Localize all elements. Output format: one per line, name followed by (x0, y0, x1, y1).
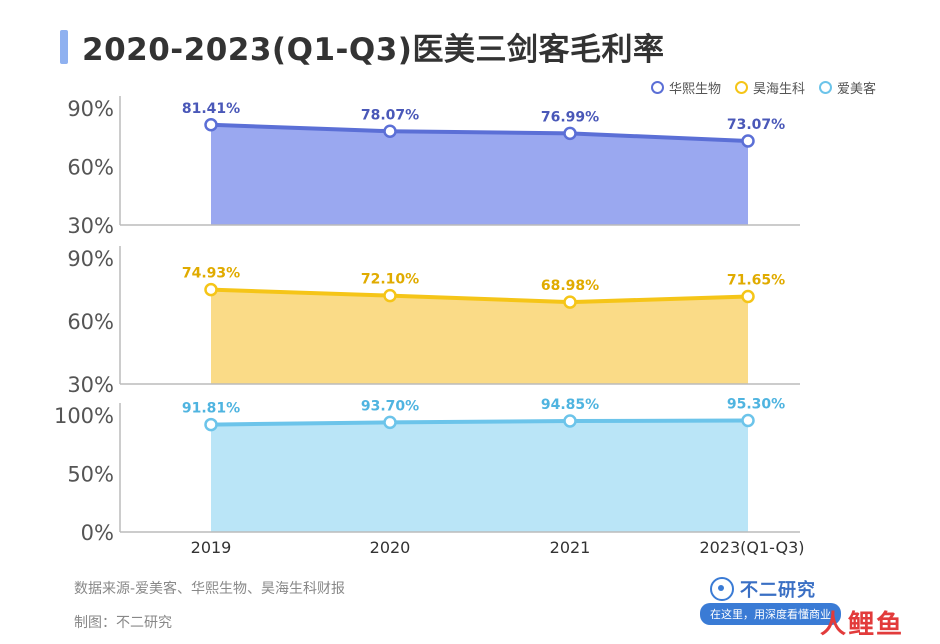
data-label-huaxi-3: 73.07% (727, 117, 785, 133)
x-tick-label-0: 2019 (191, 538, 232, 557)
brand: 不二研究 (710, 576, 816, 602)
y-tick-label-huaxi-2: 90% (67, 97, 114, 121)
data-label-huaxi-0: 81.41% (182, 101, 240, 117)
legend-label-aimeike: 爱美客 (836, 82, 876, 97)
series-line-aimeike (210, 418, 749, 427)
legend-label-huaxi: 华熙生物 (668, 82, 721, 97)
y-tick-label-haohai-0: 30% (67, 373, 114, 397)
x-tick-label-3: 2023(Q1-Q3) (699, 538, 804, 557)
x-tick-label-1: 2020 (370, 538, 411, 557)
data-label-haohai-1: 72.10% (361, 272, 419, 288)
data-point-huaxi-2 (563, 126, 577, 141)
series-line-haohai (210, 287, 749, 305)
data-point-haohai-0 (204, 282, 218, 297)
data-point-huaxi-1 (383, 124, 397, 139)
series-line-huaxi (210, 122, 749, 144)
data-label-haohai-3: 71.65% (727, 273, 785, 289)
y-tick-label-aimeike-0: 0% (81, 521, 114, 545)
data-point-haohai-3 (741, 289, 755, 304)
data-label-huaxi-2: 76.99% (541, 109, 599, 125)
brand-logo-icon (710, 577, 734, 601)
y-tick-label-huaxi-1: 60% (67, 156, 114, 180)
data-source-note: 数据来源-爱美客、华熙生物、昊海生科财报 (74, 581, 346, 597)
data-point-haohai-2 (563, 295, 577, 309)
data-point-haohai-1 (383, 288, 397, 303)
legend-item-huaxi: 华熙生物 (650, 78, 721, 97)
y-tick-label-aimeike-1: 50% (67, 463, 114, 487)
y-tick-label-haohai-1: 60% (67, 310, 114, 334)
area-fill-huaxi (211, 124, 748, 225)
chart-title: 2020-2023(Q1-Q3)医美三剑客毛利率 (82, 32, 665, 68)
data-label-aimeike-3: 95.30% (727, 396, 785, 412)
legend-marker-aimeike (818, 81, 832, 94)
brand-name: 不二研究 (740, 580, 816, 601)
data-label-aimeike-1: 93.70% (361, 398, 419, 414)
data-point-aimeike-2 (563, 414, 577, 428)
legend-item-haohai: 昊海生科 (734, 78, 805, 97)
data-point-aimeike-3 (741, 413, 755, 428)
data-point-aimeike-0 (204, 417, 218, 432)
legend-marker-haohai (734, 81, 748, 94)
corner-watermark-logo: 人鲤鱼 (820, 610, 905, 640)
legend-label-haohai: 昊海生科 (752, 82, 805, 97)
data-label-aimeike-2: 94.85% (541, 397, 599, 413)
data-label-haohai-0: 74.93% (182, 266, 240, 282)
data-point-huaxi-0 (204, 118, 218, 132)
data-point-huaxi-3 (741, 134, 755, 148)
area-fill-haohai (211, 289, 748, 384)
chart-maker-note: 制图：不二研究 (74, 615, 172, 631)
brand-slogan: 在这里，用深度看懂商业 (700, 603, 841, 625)
data-label-huaxi-1: 78.07% (361, 107, 419, 123)
data-label-aimeike-0: 91.81% (182, 401, 240, 417)
y-tick-label-aimeike-2: 100% (54, 404, 114, 428)
data-point-aimeike-1 (383, 415, 397, 430)
area-fill-aimeike (211, 420, 748, 532)
legend-marker-huaxi (650, 81, 664, 94)
legend: 华熙生物 昊海生科 爱美客 (650, 78, 876, 97)
data-label-haohai-2: 68.98% (541, 278, 599, 294)
y-tick-label-haohai-2: 90% (67, 247, 114, 271)
legend-item-aimeike: 爱美客 (818, 78, 876, 97)
y-tick-label-huaxi-0: 30% (67, 214, 114, 238)
x-tick-label-2: 2021 (550, 538, 591, 557)
title-accent-bar (60, 30, 68, 64)
